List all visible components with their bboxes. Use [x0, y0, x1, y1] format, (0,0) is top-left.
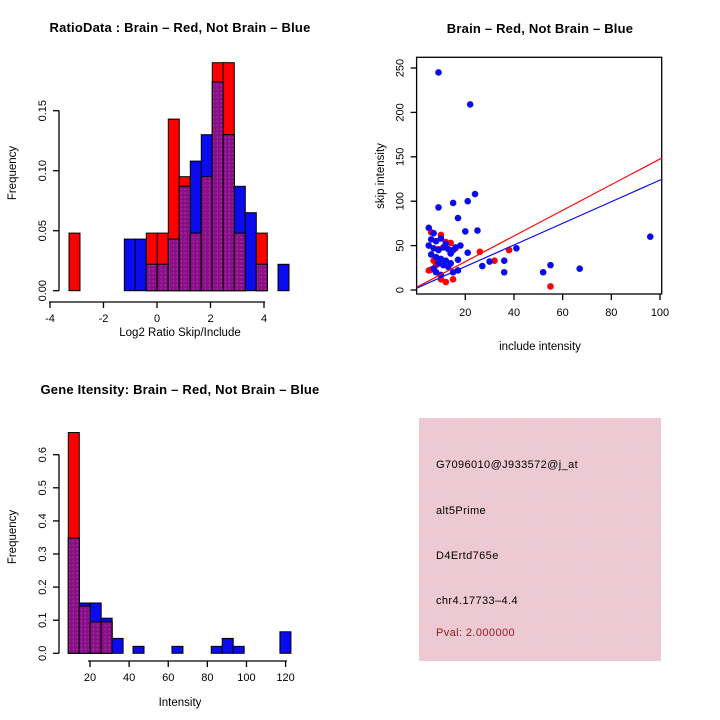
- svg-text:100: 100: [395, 192, 407, 210]
- ratio-histogram-xlabel: Log2 Ratio Skip/Include: [119, 327, 241, 339]
- gene-info-box: G7096010@J933572@j_at alt5Prime D4Ertd76…: [419, 418, 661, 661]
- svg-text:40: 40: [123, 672, 135, 684]
- svg-text:0.4: 0.4: [37, 513, 49, 528]
- svg-text:skip intensity: skip intensity: [375, 143, 387, 209]
- svg-text:200: 200: [395, 103, 407, 121]
- svg-text:4: 4: [261, 313, 267, 325]
- svg-text:250: 250: [395, 59, 407, 77]
- svg-text:20: 20: [84, 672, 96, 684]
- svg-text:0.15: 0.15: [37, 100, 49, 121]
- svg-text:0.0: 0.0: [37, 646, 49, 661]
- svg-text:0: 0: [395, 287, 407, 293]
- svg-text:50: 50: [395, 239, 407, 251]
- info-line-event-type: alt5Prime: [436, 505, 487, 517]
- svg-text:0.3: 0.3: [37, 546, 49, 561]
- panel-ratio-histogram: RatioData : Brain – Red, Not Brain – Blu…: [0, 0, 360, 360]
- info-line-pval: Pval: 2.000000: [436, 627, 515, 639]
- svg-text:Frequency: Frequency: [7, 510, 19, 565]
- gene-histogram-xlabel: Intensity: [158, 697, 202, 709]
- svg-text:Frequency: Frequency: [7, 146, 19, 201]
- ratio-histogram-title: RatioData : Brain – Red, Not Brain – Blu…: [49, 20, 311, 35]
- scatter-xlabel: include intensity: [499, 341, 581, 353]
- info-line-probe-id: G7096010@J933572@j_at: [436, 459, 579, 471]
- scatter-title: Brain – Red, Not Brain – Blue: [446, 21, 634, 36]
- intensity-scatter-plot: 20 40 60 80 100 0 50 100 150 200 250 skip intensity: [375, 56, 669, 319]
- svg-text:0: 0: [154, 313, 160, 325]
- panel-intensity-scatter: Brain – Red, Not Brain – Blue 20 40 60 80 10…: [360, 0, 720, 360]
- info-line-locus: chr4.17733–4.4: [436, 595, 519, 607]
- svg-text:120: 120: [276, 672, 294, 684]
- svg-text:0.2: 0.2: [37, 579, 49, 594]
- svg-text:2: 2: [207, 313, 213, 325]
- panel-gene-intensity-histogram: Gene Itensity: Brain – Red, Not Brain – …: [0, 360, 360, 720]
- svg-text:80: 80: [201, 672, 213, 684]
- svg-text:100: 100: [651, 307, 669, 319]
- svg-text:0.10: 0.10: [37, 160, 49, 181]
- svg-text:0.05: 0.05: [37, 220, 49, 241]
- svg-text:150: 150: [395, 148, 407, 166]
- svg-text:20: 20: [459, 307, 471, 319]
- panel-gene-info: G7096010@J933572@j_at alt5Prime D4Ertd76…: [360, 360, 720, 720]
- info-line-gene-name: D4Ertd765e: [436, 550, 499, 562]
- svg-text:0.5: 0.5: [37, 480, 49, 495]
- svg-text:40: 40: [508, 307, 520, 319]
- gene-histogram-title: Gene Itensity: Brain – Red, Not Brain – …: [40, 382, 320, 397]
- svg-text:-2: -2: [99, 313, 109, 325]
- svg-text:0.6: 0.6: [37, 447, 49, 462]
- svg-text:0.00: 0.00: [37, 280, 49, 301]
- svg-text:100: 100: [237, 672, 255, 684]
- svg-text:0.1: 0.1: [37, 613, 49, 628]
- gene-intensity-histogram-plot: 20 40 60 80 100 120 0.0 0.1 0.2 0.3 0.4 0.5 0.6 Frequ…: [7, 432, 295, 684]
- svg-text:60: 60: [557, 307, 569, 319]
- svg-text:60: 60: [162, 672, 174, 684]
- svg-text:-4: -4: [45, 313, 55, 325]
- ratio-histogram-plot: -4 -2 0 2 4 0.00 0.05 0.10 0.15 Frequency: [7, 62, 290, 325]
- svg-text:80: 80: [605, 307, 617, 319]
